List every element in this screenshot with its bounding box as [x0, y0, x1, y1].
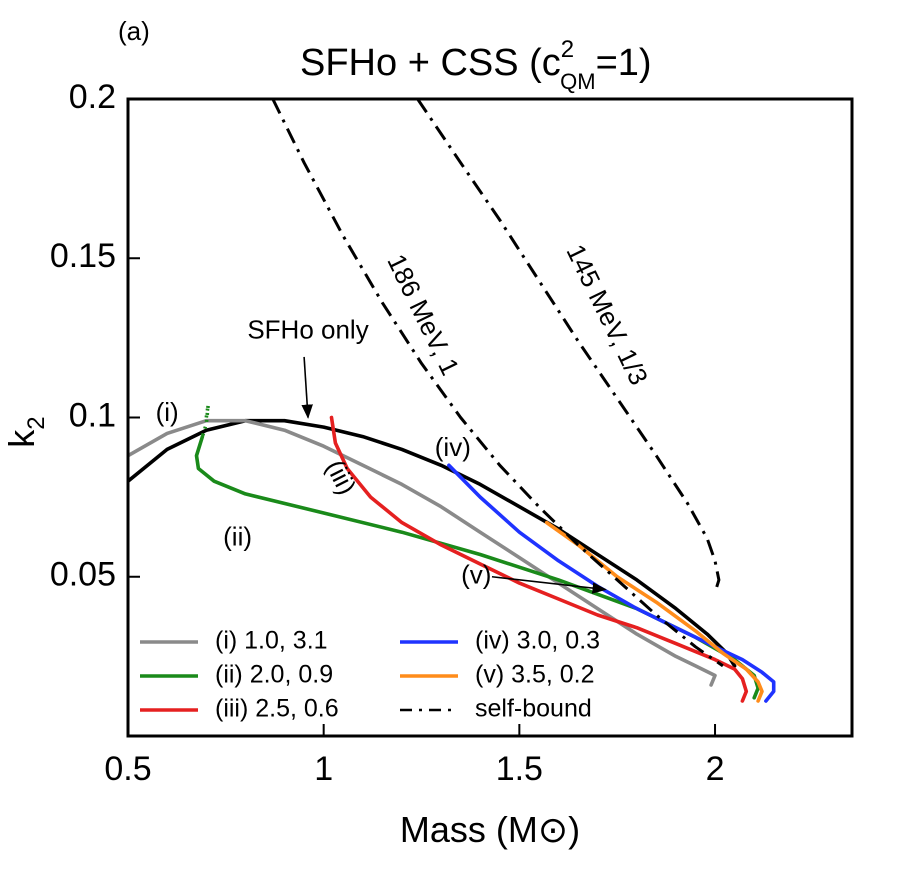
annotation-iv: (iv) [435, 432, 471, 462]
legend-label-v-3-5-0-2: (v) 3.5, 0.2 [475, 661, 595, 689]
x-tick-label: 2 [706, 750, 725, 788]
series-line-iv-3-0-0-3 [447, 463, 776, 703]
legend-label-i-1-0-3-1: (i) 1.0, 3.1 [215, 627, 328, 655]
chart-title-superscript: 2 [561, 36, 574, 63]
annotation-i: (i) [156, 397, 179, 427]
annotation-145-mev-1-3: 145 MeV, 1/3 [560, 240, 654, 390]
y-tick-label: 0.05 [50, 556, 116, 594]
series-layer [128, 99, 776, 703]
y-axis-label-base: k [1, 429, 42, 448]
y-tick-label: 0.2 [69, 78, 116, 116]
panel-label: (a) [118, 16, 150, 46]
y-axis: 0.05 0.1 0.15 0.2 [50, 78, 140, 594]
legend-label-iv-3-0-0-3: (iv) 3.0, 0.3 [475, 627, 600, 655]
x-tick-label: 1.5 [496, 750, 543, 788]
series-line-self-bound-145-mev-1-3 [416, 99, 721, 594]
x-tick-label: 1 [314, 750, 333, 788]
x-tick-label: 0.5 [104, 750, 151, 788]
annotation-186-mev-1: 186 MeV, 1 [381, 249, 465, 380]
series-line-ii-2-0-0-9-dotted [200, 402, 210, 438]
x-axis-label: Mass (M⊙) [400, 809, 580, 850]
annotation-v: (v) [461, 560, 491, 590]
annotation-sfho-only: SFHo only [247, 314, 368, 344]
series-line-iii-2-5-0-6 [329, 415, 749, 703]
y-tick-label: 0.15 [50, 237, 116, 275]
legend-label-self-bound: self-bound [475, 695, 592, 723]
y-axis-label: k2 [1, 416, 50, 447]
legend-label-ii-2-0-0-9: (ii) 2.0, 0.9 [215, 661, 333, 689]
chart-title-main: SFHo + CSS (c [300, 42, 561, 84]
y-tick-label: 0.1 [69, 396, 116, 434]
chart-title-subscript: QM [560, 69, 595, 94]
y-axis-label-subscript: 2 [23, 416, 50, 429]
series-line-i-1-0-3-1 [128, 418, 717, 687]
annotation-layer: SFHo only(i)(ii)(iii)(iv)(v)186 MeV, 1 14… [156, 240, 654, 594]
annotation-ii: (ii) [223, 521, 252, 551]
legend: (i) 1.0, 3.1 (ii) 2.0, 0.9 (iii) 2.5, 0.6 (… [140, 627, 600, 723]
series-line-self-bound-186-mev-1 [271, 99, 724, 668]
chart-title: SFHo + CSS (c2 QM=1) [300, 36, 652, 94]
annotation-arrow-1 [301, 356, 313, 419]
chart-title-tail: =1) [596, 42, 652, 84]
x-axis: 0.5 1 1.5 2 [104, 724, 724, 788]
legend-label-iii-2-5-0-6: (iii) 2.5, 0.6 [215, 695, 339, 723]
annotation-arrow-2 [491, 575, 607, 594]
